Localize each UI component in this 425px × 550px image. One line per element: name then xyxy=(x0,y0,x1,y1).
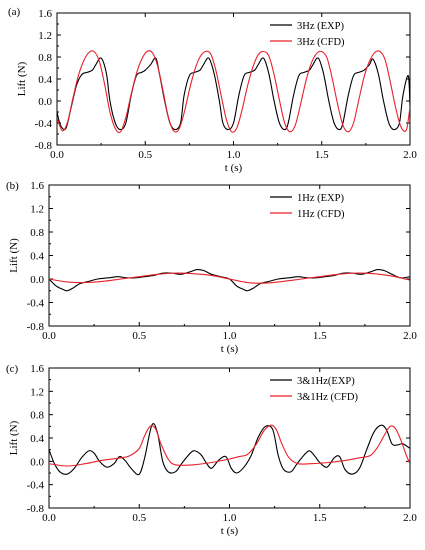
y-tick-label: 0.0 xyxy=(30,274,44,286)
legend-label: 3Hz (CFD) xyxy=(297,37,345,48)
y-tick-label: 0.4 xyxy=(30,433,44,445)
y-tick-label: 0.4 xyxy=(38,74,52,86)
chart-panel-1: (a) 0.0 0.5 1.0 1.5 2.0 -0.8 -0.4 0.0 0.4 0.8 1.2 1.… xyxy=(8,6,417,174)
chart-panel-2: (b) 0.0 0.5 1.0 1.5 2.0 -0.8 -0.4 0.0 0.4 0.8 1.2 1.… xyxy=(6,180,417,355)
x-tick-label: 1.5 xyxy=(313,512,327,524)
x-tick-label: 0.5 xyxy=(132,330,146,342)
x-tick-label: 2.0 xyxy=(403,330,417,342)
y-tick-label: 1.2 xyxy=(30,386,44,398)
y-tick-label: 0.8 xyxy=(30,227,44,239)
series-line-cfd xyxy=(49,272,410,284)
series-line-cfd xyxy=(49,424,410,467)
plot-frame xyxy=(48,184,411,327)
x-axis-title: t (s) xyxy=(225,162,243,174)
y-tick-label: -0.8 xyxy=(35,140,53,152)
x-axis-title: t (s) xyxy=(221,525,239,537)
series-line-exp xyxy=(57,57,410,131)
x-tick-label: 0.0 xyxy=(42,512,56,524)
series-line-cfd xyxy=(57,50,410,134)
x-tick-label: 1.0 xyxy=(223,512,237,524)
x-tick-label: 1.5 xyxy=(313,330,327,342)
x-tick-label: 0.5 xyxy=(138,149,152,161)
y-tick-label: 0.4 xyxy=(30,251,44,263)
y-tick-label: 0.0 xyxy=(38,96,52,108)
y-tick-label: 1.6 xyxy=(38,8,52,20)
x-tick-label: 0.5 xyxy=(132,512,146,524)
plot-frame xyxy=(56,12,411,146)
y-tick-label: 1.6 xyxy=(30,363,44,375)
y-axis-title: Lift (N) xyxy=(8,238,20,273)
x-axis-title: t (s) xyxy=(221,343,239,355)
x-tick-label: 0.0 xyxy=(42,330,56,342)
y-axis-title: Lift (N) xyxy=(16,61,28,96)
y-tick-label: -0.4 xyxy=(27,480,45,492)
y-axis-title: Lift (N) xyxy=(8,420,20,455)
y-tick-label: 0.8 xyxy=(38,52,52,64)
y-tick-label: 0.0 xyxy=(30,456,44,468)
y-tick-label: -0.8 xyxy=(27,321,45,333)
x-tick-label: 1.0 xyxy=(223,330,237,342)
legend-label: 3&1Hz (CFD) xyxy=(297,392,358,403)
x-tick-label: 0.0 xyxy=(50,149,64,161)
series-line-exp xyxy=(49,423,410,476)
plot-frame xyxy=(48,367,411,509)
panel-label: (c) xyxy=(6,363,19,375)
legend-label: 3Hz (EXP) xyxy=(297,21,344,32)
chart-panel-3: (c) 0.0 0.5 1.0 1.5 2.0 -0.8 -0.4 0.0 0.4 0.8 1.2 1.… xyxy=(6,363,417,537)
y-tick-label: 1.2 xyxy=(30,204,44,216)
y-tick-label: 1.6 xyxy=(30,180,44,192)
x-tick-label: 1.0 xyxy=(227,149,241,161)
x-tick-label: 1.5 xyxy=(315,149,329,161)
panel-label: (b) xyxy=(6,180,19,192)
y-tick-label: -0.4 xyxy=(35,118,53,130)
legend-label: 1Hz (CFD) xyxy=(297,209,345,220)
x-tick-label: 2.0 xyxy=(403,512,417,524)
panel-label: (a) xyxy=(8,6,21,18)
legend-label: 3&1Hz(EXP) xyxy=(297,376,355,387)
y-tick-label: -0.4 xyxy=(27,298,45,310)
legend-label: 1Hz (EXP) xyxy=(297,193,344,204)
y-tick-label: 0.8 xyxy=(30,410,44,422)
x-tick-label: 2.0 xyxy=(403,149,417,161)
y-tick-label: 1.2 xyxy=(38,30,52,42)
y-tick-label: -0.8 xyxy=(27,503,45,515)
